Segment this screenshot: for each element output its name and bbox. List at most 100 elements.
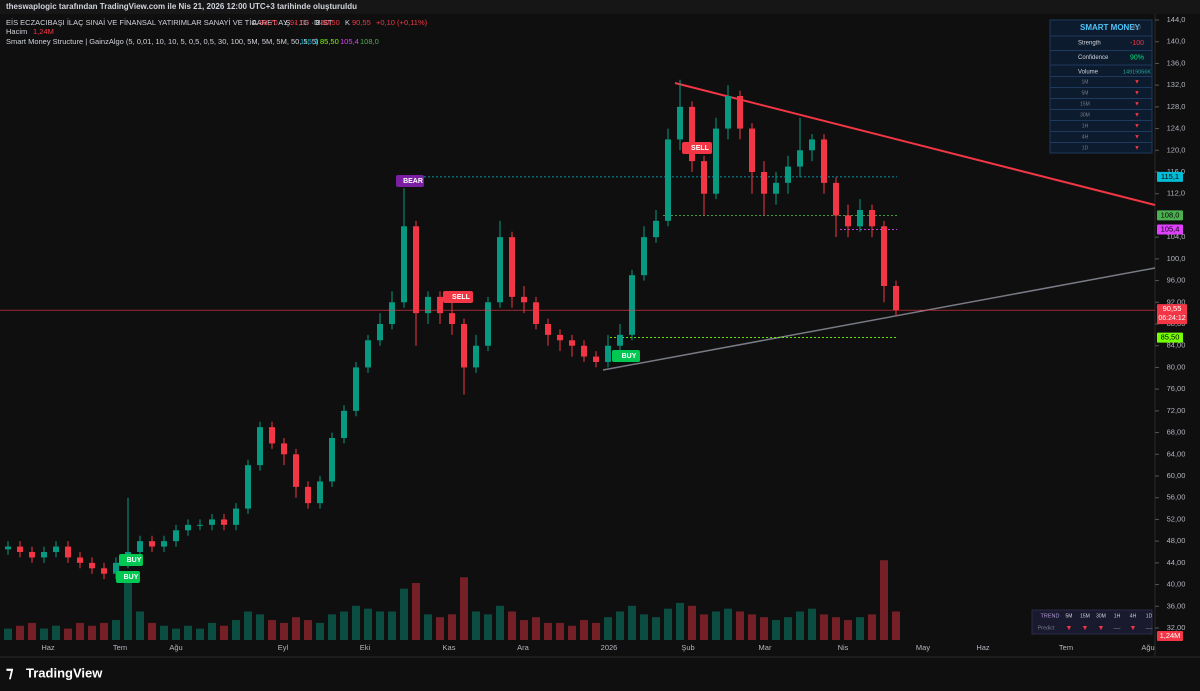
ohlc-value: 90,70 [259,18,278,27]
y-tick-label: 60,00 [1167,471,1186,480]
ohlc-value: 90,55 [352,18,371,27]
candle-body [425,296,431,314]
panel-arrow: ▼ [1134,80,1140,86]
volume-bar [892,611,900,640]
y-tick-label: 124,0 [1167,124,1186,133]
panel-arrow: ▼ [1134,91,1140,97]
candle-body [329,438,335,482]
candle-body [605,345,611,362]
volume-bar [340,611,348,640]
volume-bar [484,614,492,640]
volume-bar [208,622,216,640]
level-label: 85,50 [1161,333,1180,342]
y-tick-label: 144,0 [1167,15,1186,24]
volume-bar [640,614,648,640]
candle-body [665,139,671,221]
candle-body [113,562,119,574]
candle-body [101,568,107,574]
level-badge [1157,171,1183,182]
panel-tf: 4H [1082,134,1089,140]
x-tick-label: Eyl [278,643,289,652]
volume-bar [856,617,864,640]
trend-predict: ▼ [1130,625,1137,632]
candle-body [293,454,299,487]
y-tick-label: 48,00 [1167,536,1186,545]
volume-bar [772,620,780,640]
candle-body [545,324,551,335]
volume-bar [724,608,732,640]
panel-version: v3.0 [1129,26,1141,32]
y-tick-label: 104,0 [1167,232,1186,241]
x-tick-label: Eki [360,643,371,652]
candle-body [281,443,287,455]
volume-label: Hacim [6,27,27,36]
volume-bar [172,628,180,640]
volume-bar [316,622,324,640]
volume-bar [64,628,72,640]
candle-body [389,302,395,324]
signal-tag [612,350,640,362]
volume-bar [796,611,804,640]
signal-text: BUY [622,353,637,360]
candle-body [65,546,71,558]
level-label: 115,1 [1161,172,1179,181]
candle-body [317,481,323,504]
volume-bar [664,608,672,640]
volume-badge-bg [1157,631,1183,641]
volume-bar [400,588,408,640]
volume-bar [112,620,120,640]
volume-bar [844,620,852,640]
candle-body [689,106,695,162]
volume-bar [520,620,528,640]
panel-arrow: ▼ [1134,135,1140,141]
candle-body [305,486,311,504]
volume-bar [604,617,612,640]
panel-row-label: Volume [1078,70,1099,76]
trend-col: 1H [1114,613,1121,619]
candle-body [881,226,887,286]
y-tick-label: 92,00 [1167,297,1186,306]
y-tick-label: 96,00 [1167,276,1186,285]
candle-body [461,324,467,368]
candle-body [353,367,359,411]
candle-body [593,356,599,362]
x-tick-label: Mar [759,643,772,652]
brand[interactable]: TradingView [26,665,103,680]
indicator: Smart Money Structure | GainzAlgo (5, 0,… [6,37,319,46]
candle-body [557,334,563,341]
candle-body [857,210,863,227]
candle-body [821,139,827,183]
volume-bar [292,617,300,640]
ohlc-value: 90,50 [321,18,340,27]
trend-row-label: Predict [1037,625,1055,631]
x-tick-label: Ağu [1141,643,1154,652]
candle-body [89,562,95,569]
y-tick-label: 84,00 [1167,341,1186,350]
candle-body [533,302,539,324]
candle-body [797,150,803,167]
panel-row-value: 90% [1130,54,1144,61]
volume-bar [232,620,240,640]
trend-col: 30M [1096,613,1106,619]
top-bar [0,0,1200,14]
panel-row-value: -100 [1130,40,1144,47]
trendline [602,267,1156,371]
candle-body [449,313,455,324]
candle-body [377,324,383,341]
candle-body [773,182,779,194]
signal-tag [682,142,712,154]
countdown: 06:24:12 [1158,315,1185,322]
candle-body [437,296,443,314]
signal-tag [396,175,424,187]
candle-body [809,139,815,151]
candle-body [485,302,491,346]
x-tick-label: 2026 [601,643,618,652]
volume-bar [748,614,756,640]
volume-bar [184,625,192,640]
volume-bar [256,614,264,640]
panel-arrow: ▼ [1134,124,1140,130]
candle-body [17,546,23,552]
candle-body [149,541,155,547]
y-tick-label: 116,0 [1167,167,1185,176]
